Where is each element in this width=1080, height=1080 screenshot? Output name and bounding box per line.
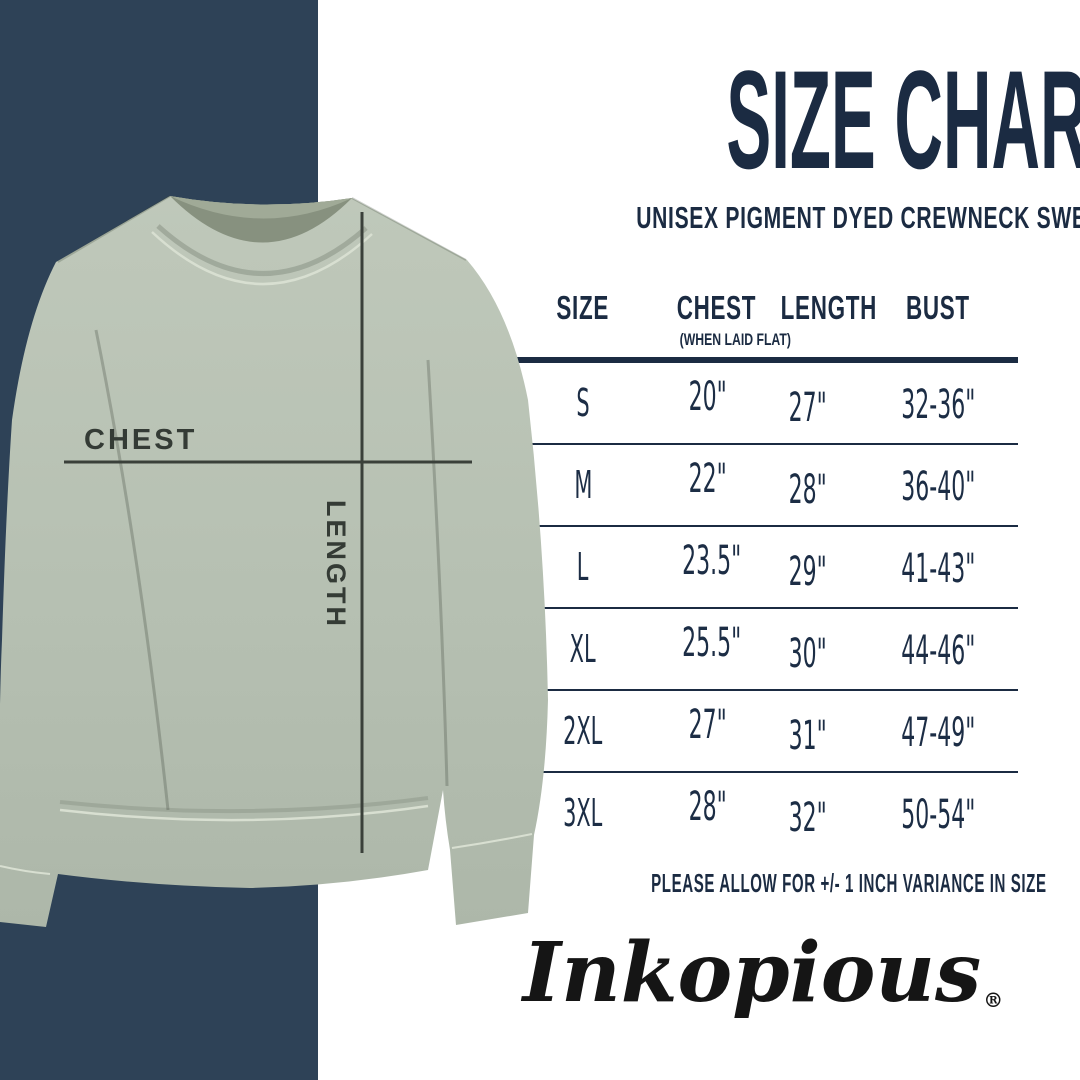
- sweatshirt-silhouette: [0, 196, 548, 927]
- length-cell: 31": [758, 708, 858, 759]
- size-value: L: [577, 545, 589, 589]
- length-value: 29": [788, 549, 828, 595]
- bust-value: 44-46": [900, 628, 976, 674]
- brand-logo-text: Inkopious: [522, 925, 982, 1021]
- sleeve-seam-left: [94, 329, 170, 811]
- chest-value: 27": [688, 702, 728, 748]
- table-row: M 22" 28" 36-40": [508, 445, 1018, 527]
- size-cell: S: [508, 381, 658, 425]
- brand-logo: Inkopious ®: [508, 925, 1018, 1021]
- chest-value: 25.5": [682, 620, 742, 666]
- registered-trademark-mark: ®: [983, 988, 1004, 1012]
- size-table: S 20" 27" 32-36" M 22" 28" 36-40" L 23.5…: [508, 363, 1018, 853]
- table-header-row: SIZE CHEST (WHEN LAID FLAT) LENGTH BUST: [508, 289, 1018, 350]
- hem-piping: [59, 804, 429, 822]
- table-row: L 23.5" 29" 41-43": [508, 527, 1018, 609]
- size-value: 3XL: [563, 791, 603, 835]
- chest-cell: 28": [658, 784, 758, 836]
- cuff-piping-right: [451, 833, 533, 849]
- table-row: 2XL 27" 31" 47-49": [508, 691, 1018, 773]
- chest-measure-label: CHEST: [84, 424, 198, 456]
- collar-shadow: [156, 224, 368, 276]
- chest-value: 20": [688, 374, 728, 420]
- bust-cell: 36-40": [858, 462, 1018, 510]
- chest-value: 23.5": [682, 538, 742, 584]
- variance-note-text: PLEASE ALLOW FOR +/- 1 INCH VARIANCE IN …: [651, 868, 1047, 898]
- column-header-bust-text: BUST: [906, 289, 970, 326]
- chest-value: 28": [688, 784, 728, 830]
- size-cell: L: [508, 545, 658, 589]
- column-header-size: SIZE: [508, 289, 658, 350]
- column-header-size-text: SIZE: [556, 289, 610, 326]
- chest-cell: 23.5": [658, 538, 758, 590]
- bust-value: 47-49": [900, 710, 976, 756]
- chest-cell: 25.5": [658, 620, 758, 672]
- product-subtitle: UNISEX PIGMENT DYED CREWNECK SWEATSHIRT: [508, 200, 1080, 236]
- length-cell: 28": [758, 462, 858, 513]
- chest-cell: 27": [658, 702, 758, 754]
- chest-value: 22": [688, 456, 728, 502]
- length-cell: 29": [758, 544, 858, 595]
- length-value: 28": [788, 467, 828, 513]
- length-cell: 32": [758, 790, 858, 841]
- hem-shadow: [59, 796, 429, 814]
- table-header-rule: [508, 357, 1018, 363]
- size-value: XL: [570, 627, 596, 671]
- variance-note: PLEASE ALLOW FOR +/- 1 INCH VARIANCE IN …: [508, 868, 1046, 899]
- bust-value: 32-36": [900, 382, 976, 428]
- size-cell: 2XL: [508, 709, 658, 753]
- column-header-chest-subnote-text: (WHEN LAID FLAT): [679, 330, 791, 349]
- sweatshirt-photo: [0, 195, 548, 927]
- size-cell: XL: [508, 627, 658, 671]
- bust-cell: 32-36": [858, 380, 1018, 428]
- bust-cell: 47-49": [858, 708, 1018, 756]
- bust-value: 36-40": [900, 464, 976, 510]
- product-subtitle-text: UNISEX PIGMENT DYED CREWNECK SWEATSHIRT: [636, 200, 1080, 235]
- bust-cell: 50-54": [858, 790, 1018, 838]
- bust-cell: 41-43": [858, 544, 1018, 592]
- size-cell: M: [508, 463, 658, 507]
- column-header-chest: CHEST (WHEN LAID FLAT): [658, 289, 791, 350]
- column-header-chest-text: CHEST: [676, 289, 757, 326]
- size-cell: 3XL: [508, 791, 658, 835]
- column-header-length: LENGTH: [758, 289, 877, 350]
- inner-back-collar: [170, 196, 352, 219]
- bust-value: 41-43": [900, 546, 976, 592]
- table-row: S 20" 27" 32-36": [508, 363, 1018, 445]
- column-header-bust: BUST: [858, 289, 1018, 350]
- length-cell: 27": [758, 380, 858, 431]
- chest-cell: 20": [658, 374, 758, 426]
- column-header-length-text: LENGTH: [780, 289, 878, 326]
- size-chart-panel: SIZE CHART UNISEX PIGMENT DYED CREWNECK …: [508, 0, 1080, 1080]
- size-value: M: [573, 463, 593, 507]
- length-cell: 30": [758, 626, 858, 677]
- bust-cell: 44-46": [858, 626, 1018, 674]
- shoulder-seam-left: [57, 195, 171, 263]
- size-value: S: [576, 381, 590, 425]
- length-measure-label: LENGTH: [321, 500, 351, 629]
- table-row: XL 25.5" 30" 44-46": [508, 609, 1018, 691]
- length-value: 27": [788, 385, 828, 431]
- shoulder-seam-right: [351, 197, 467, 261]
- collar-piping: [151, 231, 373, 286]
- length-value: 32": [788, 795, 828, 841]
- chest-cell: 22": [658, 456, 758, 508]
- length-value: 31": [788, 713, 828, 759]
- sleeve-seam-right: [426, 359, 449, 787]
- size-value: 2XL: [563, 709, 603, 753]
- column-header-chest-subnote: (WHEN LAID FLAT): [658, 330, 791, 350]
- bust-value: 50-54": [900, 792, 976, 838]
- page-title-text: SIZE CHART: [726, 41, 1080, 198]
- cuff-piping-left: [0, 865, 51, 875]
- length-value: 30": [788, 631, 828, 677]
- table-row: 3XL 28" 32" 50-54": [508, 773, 1018, 853]
- page-title: SIZE CHART: [508, 50, 1080, 190]
